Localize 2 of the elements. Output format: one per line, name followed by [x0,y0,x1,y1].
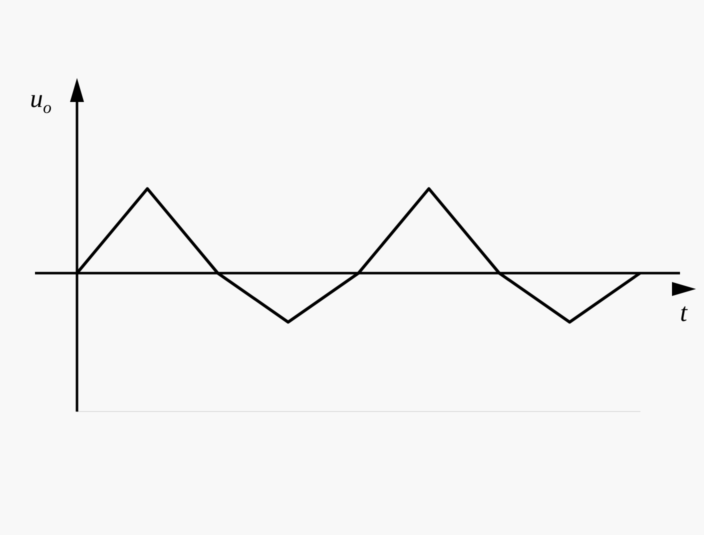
y-axis-title: u$_{o}$ [30,84,52,118]
x-axis-title: t [680,298,688,328]
